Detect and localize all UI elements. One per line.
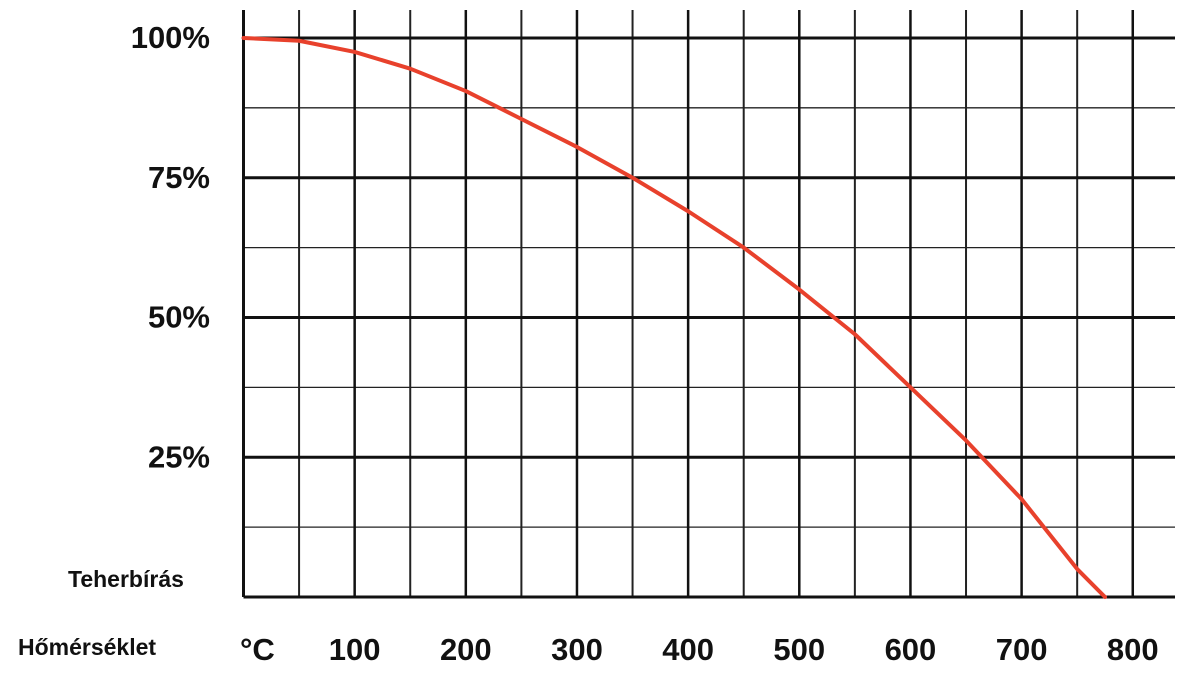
y-tick-label: 75% bbox=[148, 160, 210, 195]
x-tick-label: 500 bbox=[773, 632, 825, 667]
y-tick-label: 25% bbox=[148, 439, 210, 474]
x-tick-label: 800 bbox=[1107, 632, 1159, 667]
x-tick-label: 100 bbox=[329, 632, 381, 667]
x-tick-label: 400 bbox=[662, 632, 714, 667]
x-tick-label: 200 bbox=[440, 632, 492, 667]
x-axis-label: Hőmérséklet bbox=[18, 634, 156, 660]
x-tick-label: 600 bbox=[885, 632, 937, 667]
x-tick-label: 700 bbox=[996, 632, 1048, 667]
y-axis-label: Teherbírás bbox=[68, 566, 184, 592]
x-tick-label: 300 bbox=[551, 632, 603, 667]
y-tick-label: 50% bbox=[148, 300, 210, 335]
data-line bbox=[241, 35, 1107, 599]
y-tick-label: 100% bbox=[131, 20, 210, 55]
x-unit: °C bbox=[240, 632, 275, 667]
